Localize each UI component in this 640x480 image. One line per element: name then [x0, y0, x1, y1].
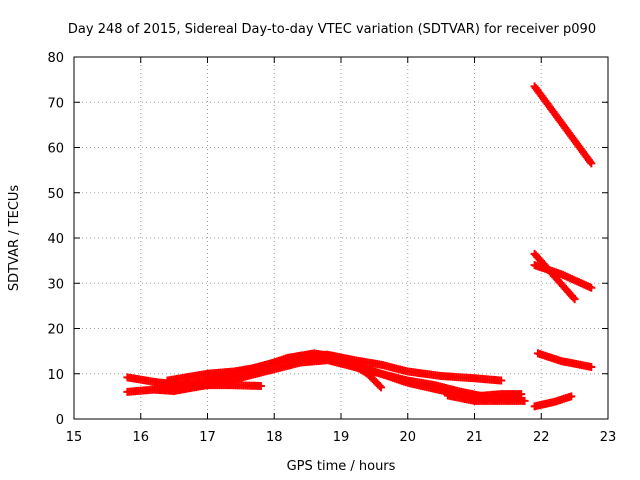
y-tick-label: 70: [47, 96, 64, 111]
data-point: [587, 362, 596, 371]
y-axis-label: SDTVAR / TECUs: [7, 185, 22, 292]
x-tick-label: 17: [199, 430, 216, 445]
data-point: [497, 376, 506, 385]
grid: [74, 57, 608, 419]
x-tick-label: 16: [132, 430, 149, 445]
y-axis-ticks: 0 10 20 30 40 50 60 70 80: [47, 51, 608, 428]
x-tick-label: 18: [266, 430, 283, 445]
y-tick-label: 50: [47, 187, 64, 202]
y-tick-label: 30: [47, 277, 64, 292]
x-tick-label: 21: [466, 430, 483, 445]
x-axis-label: GPS time / hours: [287, 459, 396, 474]
y-tick-label: 40: [47, 232, 64, 247]
x-tick-label: 19: [333, 430, 350, 445]
x-axis-ticks: 15 16 17 18 19 20 21 22 23: [66, 57, 617, 445]
y-tick-label: 80: [47, 51, 64, 66]
x-tick-label: 20: [399, 430, 416, 445]
y-tick-label: 20: [47, 323, 64, 338]
data-point: [520, 396, 529, 405]
data-series: [123, 82, 596, 411]
y-tick-label: 60: [47, 142, 64, 157]
data-point: [377, 383, 386, 392]
y-tick-label: 0: [56, 413, 64, 428]
data-point: [586, 157, 595, 166]
data-point: [587, 159, 596, 168]
data-point: [256, 381, 265, 390]
data-point: [517, 390, 526, 399]
x-tick-label: 15: [66, 430, 83, 445]
data-point: [570, 295, 579, 304]
data-point: [569, 293, 578, 302]
x-tick-label: 23: [600, 430, 617, 445]
x-tick-label: 22: [533, 430, 550, 445]
data-point: [375, 381, 384, 390]
data-point: [587, 283, 596, 292]
data-point: [567, 392, 576, 401]
y-tick-label: 10: [47, 368, 64, 383]
chart-title: Day 248 of 2015, Sidereal Day-to-day VTE…: [68, 22, 596, 37]
